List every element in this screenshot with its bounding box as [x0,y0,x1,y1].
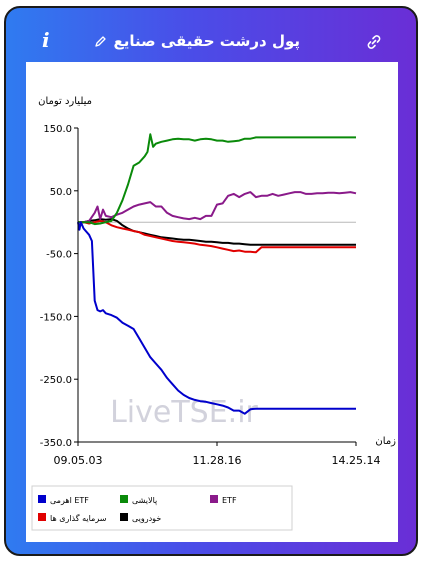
x-axis-label: زمان [375,436,396,447]
series-line [78,133,356,226]
legend-swatch [210,495,218,503]
x-tick-label: 14.25.14 [332,454,381,467]
x-tick-label: 09.05.03 [54,454,103,467]
legend-label[interactable]: ETF [222,496,237,505]
y-tick-label: -50.0 [46,250,72,261]
y-axis-label: میلیارد تومان [38,96,92,107]
series-line [78,219,356,254]
pencil-icon[interactable] [94,35,107,48]
legend-label[interactable]: اهرمی ETF [50,496,89,505]
x-tick-label: 11.28.16 [193,454,242,467]
card-footer [6,540,416,554]
y-tick-label: -150.0 [40,312,72,323]
y-tick-label: -350.0 [40,438,72,449]
watermark: LiveTSE.ir [110,395,258,430]
legend: اهرمی ETF پالایشی ETF سرمایه گذاری ها خودروی… [31,485,293,531]
series-line [77,221,356,415]
series-line [78,218,356,246]
line-chart: میلیارد تومان زمان 150.0 50.0 -50.0 -150.0 -… [31,96,396,531]
legend-label[interactable]: سرمایه گذاری ها [50,513,107,523]
legend-swatch [38,495,46,503]
y-tick-label: 150.0 [43,124,72,135]
page-title: پول درشت حقیقی صنایع [113,32,300,50]
link-icon[interactable] [366,34,382,50]
legend-swatch [38,513,46,521]
legend-swatch [120,513,128,521]
title-group: پول درشت حقیقی صنایع [94,32,300,50]
info-icon[interactable]: i [42,28,50,52]
chart-card: i پول درشت حقیقی صنایع میلیارد تومان زما… [4,6,418,556]
chart-panel: میلیارد تومان زمان 150.0 50.0 -50.0 -150.0 -… [26,62,398,542]
legend-swatch [120,495,128,503]
y-tick-label: 50.0 [50,187,72,198]
legend-label[interactable]: خودرویی [132,514,161,523]
y-tick-label: -250.0 [40,375,72,386]
legend-box [31,485,293,531]
card-header: i پول درشت حقیقی صنایع [6,8,416,64]
legend-label[interactable]: پالایشی [132,496,157,505]
